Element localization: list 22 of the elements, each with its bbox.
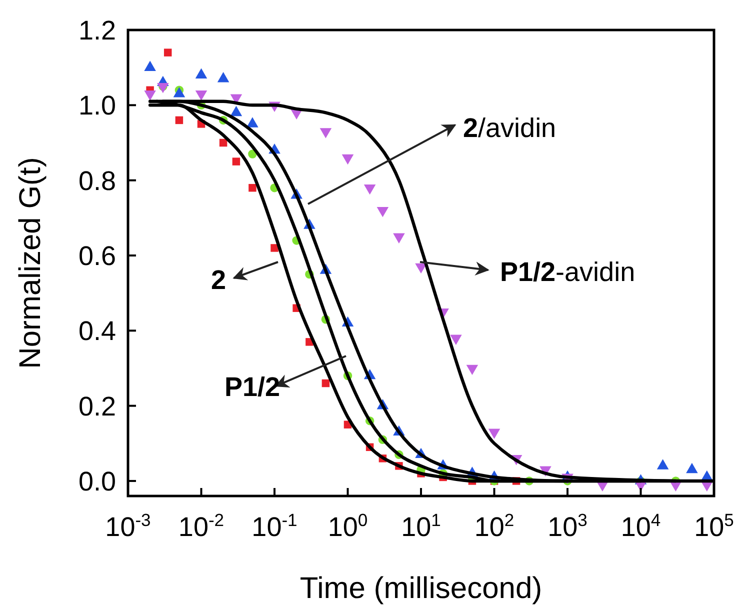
y-tick-label: 0.0 [78,466,116,496]
x-tick-label: 10$^{2}$ [474,510,514,542]
x-tick-label: 10$^{-1}$ [252,510,298,542]
y-tick-label: 0.6 [78,240,116,271]
x-tick-label: 10$^{3}$ [548,510,588,542]
x-tick-label: 10$^{-2}$ [178,510,224,542]
annotation: 2/avidin [463,113,556,143]
x-tick-label: 10$^{4}$ [620,510,661,542]
y-tick-label: 1.2 [78,15,116,46]
y-axis-title: Normalized G(t) [14,157,47,369]
x-tick-label: 10$^{1}$ [401,510,441,542]
annotation: P1/2 [224,372,280,402]
annotation: 2 [210,265,226,295]
x-tick-label: 10$^{5}$ [694,510,734,542]
x-tick-label: 10$^{0}$ [328,510,368,542]
x-tick-label: 10$^{-3}$ [105,510,151,542]
y-tick-label: 0.4 [78,316,116,346]
annotation: P1/2-avidin [500,257,636,287]
y-tick-label: 0.8 [78,166,116,196]
y-tick-label: 1.0 [78,90,116,121]
x-axis-title: Time (millisecond) [300,572,542,605]
y-tick-label: 0.2 [78,391,116,422]
